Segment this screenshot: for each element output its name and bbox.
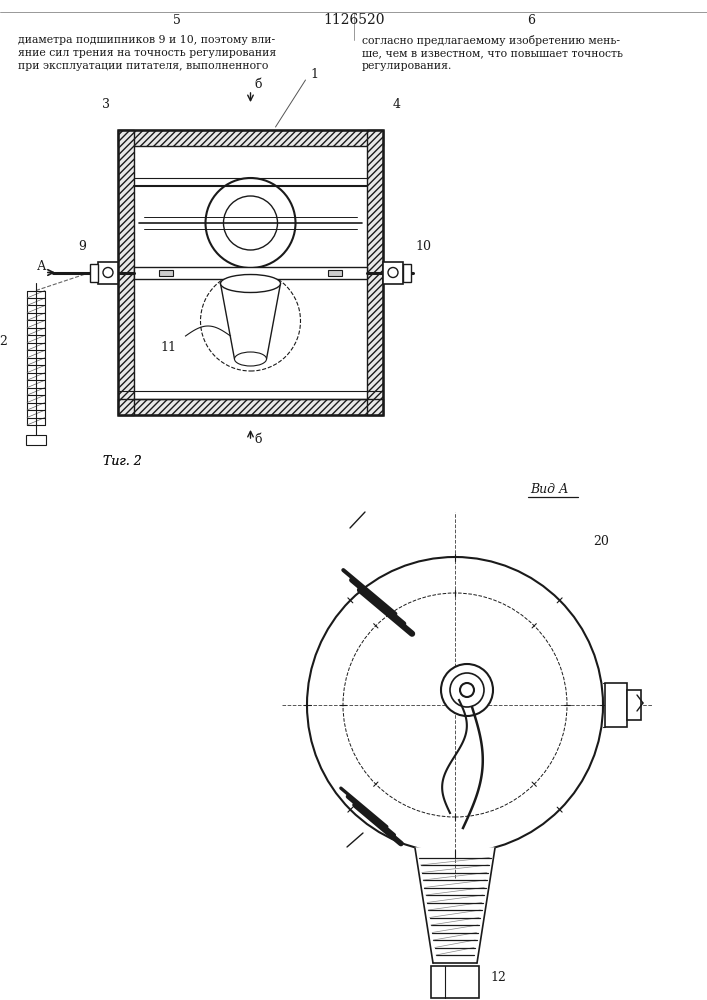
Circle shape — [441, 664, 493, 716]
Circle shape — [307, 557, 603, 853]
Text: яние сил трения на точность регулирования: яние сил трения на точность регулировани… — [18, 48, 276, 58]
Text: 6: 6 — [527, 13, 535, 26]
Bar — [605, 683, 627, 727]
Bar — [383, 261, 403, 284]
Text: при эксплуатации питателя, выполненного: при эксплуатации питателя, выполненного — [18, 61, 269, 71]
Text: ше, чем в известном, что повышает точность: ше, чем в известном, что повышает точнос… — [362, 48, 623, 58]
Bar — [118, 130, 134, 415]
Text: б: б — [255, 433, 262, 446]
Bar — [159, 269, 173, 275]
Text: согласно предлагаемому изобретению мень-: согласно предлагаемому изобретению мень- — [362, 35, 620, 46]
Text: 1: 1 — [310, 68, 318, 81]
Text: А: А — [37, 259, 46, 272]
Text: 11: 11 — [160, 341, 177, 354]
Bar — [118, 130, 383, 146]
Polygon shape — [221, 284, 281, 359]
Text: 4: 4 — [393, 98, 401, 111]
Text: 10: 10 — [415, 240, 431, 253]
Bar — [98, 261, 118, 284]
Text: Вид А: Вид А — [530, 483, 568, 496]
Circle shape — [103, 267, 113, 277]
Text: 3: 3 — [102, 98, 110, 111]
Bar — [118, 130, 383, 415]
Text: 5: 5 — [173, 13, 181, 26]
Polygon shape — [415, 848, 495, 963]
Bar — [328, 269, 342, 275]
Text: 9: 9 — [78, 240, 86, 253]
Bar — [90, 263, 98, 282]
Circle shape — [460, 683, 474, 697]
Ellipse shape — [221, 274, 281, 292]
Bar — [627, 690, 641, 720]
Text: регулирования.: регулирования. — [362, 61, 452, 71]
Text: 1126520: 1126520 — [323, 13, 385, 27]
Text: Τиг. 2: Τиг. 2 — [103, 455, 141, 468]
Text: +: + — [430, 978, 440, 991]
Bar — [26, 435, 46, 445]
Bar — [403, 263, 411, 282]
Text: Τиг. 2: Τиг. 2 — [103, 455, 141, 468]
Text: 12: 12 — [490, 971, 506, 984]
Circle shape — [388, 267, 398, 277]
Ellipse shape — [235, 352, 267, 366]
Bar — [367, 130, 383, 415]
Text: 12: 12 — [0, 335, 8, 348]
Text: +: + — [430, 966, 440, 979]
Bar — [134, 266, 367, 278]
Circle shape — [450, 673, 484, 707]
Text: диаметра подшипников 9 и 10, поэтому вли-: диаметра подшипников 9 и 10, поэтому вли… — [18, 35, 275, 45]
Bar — [431, 966, 479, 998]
Text: 20: 20 — [593, 535, 609, 548]
Text: б: б — [255, 78, 262, 91]
Bar — [118, 399, 383, 415]
